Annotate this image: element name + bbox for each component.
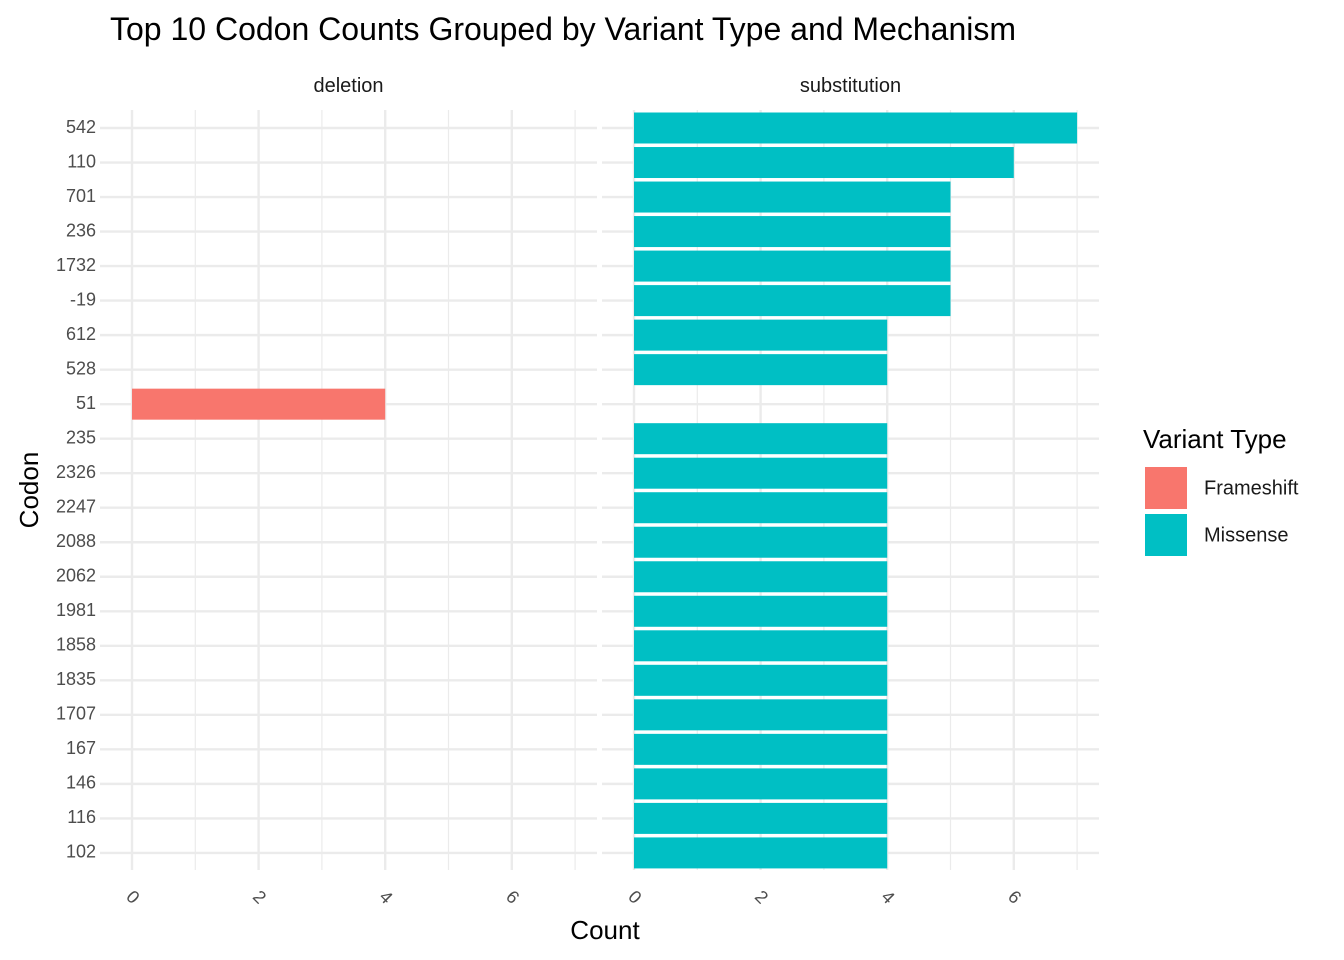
y-tick-label: 1858 bbox=[56, 635, 96, 655]
y-tick-label: 1732 bbox=[56, 255, 96, 275]
bar-substitution-2247 bbox=[634, 492, 888, 524]
bar-substitution-167 bbox=[634, 733, 888, 765]
bar-substitution-612 bbox=[634, 319, 888, 351]
x-tick-label: 6 bbox=[502, 887, 523, 908]
bar-substitution-2062 bbox=[634, 561, 888, 593]
bar-substitution-528 bbox=[634, 354, 888, 386]
x-tick-label: 0 bbox=[122, 887, 143, 908]
bar-substitution-1732 bbox=[634, 250, 951, 282]
bar-substitution-102 bbox=[634, 837, 888, 869]
x-tick-label: 2 bbox=[249, 887, 270, 908]
y-axis-ticks: 542 110 701 236 1732 -19 612 528 51 235 2326 2247 20… bbox=[56, 117, 96, 862]
y-tick-label: 2247 bbox=[56, 496, 96, 516]
legend: Variant Type Frameshift Missense bbox=[1143, 424, 1299, 556]
bar-substitution-1981 bbox=[634, 595, 888, 627]
x-tick-label: 6 bbox=[1004, 887, 1025, 908]
y-tick-label: 2088 bbox=[56, 531, 96, 551]
bar-deletion-51 bbox=[132, 388, 386, 420]
x-tick-label: 0 bbox=[624, 887, 645, 908]
y-tick-label: 1707 bbox=[56, 704, 96, 724]
y-tick-label: 110 bbox=[67, 151, 96, 171]
bar-substitution-1835 bbox=[634, 664, 888, 696]
panel-deletion: deletion 0 2 4 6 bbox=[100, 75, 597, 908]
y-tick-label: -19 bbox=[70, 289, 96, 309]
facet-label-substitution: substitution bbox=[800, 75, 901, 97]
y-tick-label: 2326 bbox=[56, 462, 96, 482]
panel-substitution: substitution 0 2 4 6 bbox=[602, 75, 1099, 908]
y-tick-label: 167 bbox=[66, 738, 96, 758]
legend-title: Variant Type bbox=[1143, 424, 1287, 454]
y-tick-label: 236 bbox=[66, 220, 96, 240]
bar-substitution--19 bbox=[634, 285, 951, 317]
legend-swatch-missense bbox=[1145, 514, 1187, 556]
y-tick-label: 235 bbox=[66, 427, 96, 447]
chart-title: Top 10 Codon Counts Grouped by Variant T… bbox=[110, 11, 1016, 47]
bar-substitution-542 bbox=[634, 112, 1078, 144]
y-tick-label: 1835 bbox=[56, 669, 96, 689]
bar-substitution-146 bbox=[634, 768, 888, 800]
bar-substitution-701 bbox=[634, 181, 951, 213]
chart-panels: deletion 0 2 4 6 substitution 0 2 4 6 bbox=[100, 75, 1099, 908]
bar-substitution-236 bbox=[634, 216, 951, 248]
y-tick-label: 1981 bbox=[56, 600, 96, 620]
x-axis-title: Count bbox=[570, 915, 640, 945]
legend-swatch-frameshift bbox=[1145, 467, 1187, 509]
y-axis-title: Codon bbox=[14, 452, 44, 529]
legend-label-missense: Missense bbox=[1204, 524, 1288, 546]
bar-substitution-235 bbox=[634, 423, 888, 455]
y-tick-label: 542 bbox=[66, 117, 96, 137]
legend-items: Frameshift Missense bbox=[1145, 467, 1299, 556]
bar-substitution-1707 bbox=[634, 699, 888, 731]
y-tick-label: 51 bbox=[76, 393, 96, 413]
facet-label-deletion: deletion bbox=[313, 75, 383, 97]
y-tick-label: 701 bbox=[66, 186, 96, 206]
y-tick-label: 2062 bbox=[56, 566, 96, 586]
x-tick-label: 4 bbox=[877, 887, 898, 908]
y-tick-label: 102 bbox=[66, 842, 96, 862]
y-tick-label: 528 bbox=[66, 358, 96, 378]
bar-substitution-2326 bbox=[634, 457, 888, 489]
legend-label-frameshift: Frameshift bbox=[1204, 477, 1299, 499]
y-tick-label: 612 bbox=[66, 324, 96, 344]
y-tick-label: 146 bbox=[66, 773, 96, 793]
bar-substitution-110 bbox=[634, 147, 1014, 179]
y-tick-label: 116 bbox=[67, 807, 96, 827]
bar-substitution-116 bbox=[634, 802, 888, 834]
bar-substitution-2088 bbox=[634, 526, 888, 558]
x-tick-label: 2 bbox=[751, 887, 772, 908]
x-tick-label: 4 bbox=[375, 887, 396, 908]
bar-substitution-1858 bbox=[634, 630, 888, 662]
